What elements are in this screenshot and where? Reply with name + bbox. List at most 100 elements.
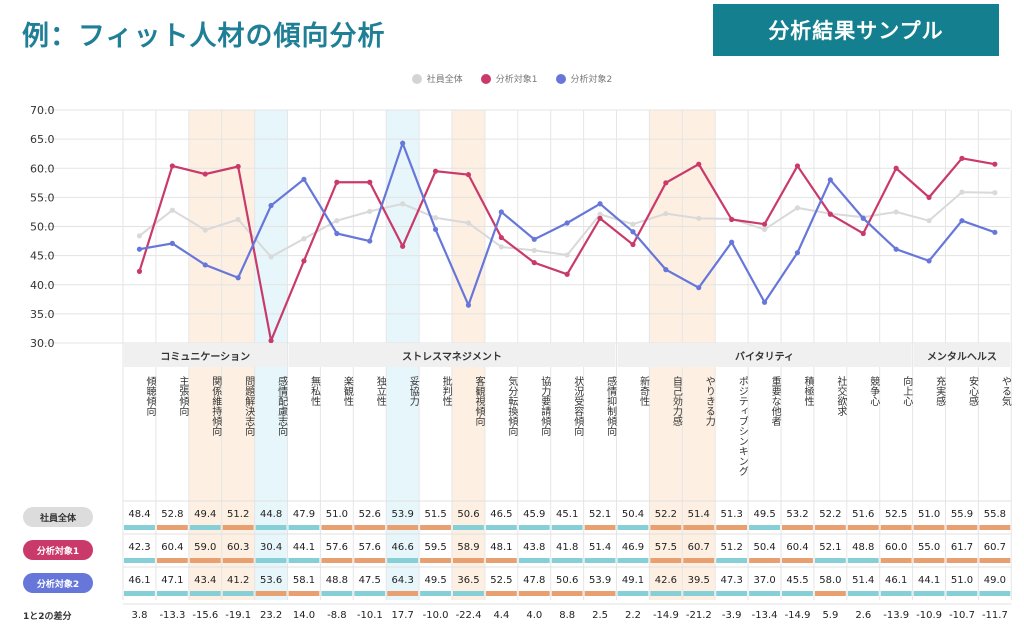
table-cell: 46.6 bbox=[391, 542, 414, 553]
table-cell: 57.5 bbox=[654, 542, 678, 553]
table-cell: 60.3 bbox=[227, 542, 250, 553]
data-point bbox=[465, 220, 472, 226]
table-cell: 52.2 bbox=[654, 509, 678, 520]
table-cell: 37.0 bbox=[753, 575, 776, 586]
x-category-label: やる気 bbox=[999, 376, 1011, 406]
sample-badge: 分析結果サンプル bbox=[713, 4, 999, 56]
indicator-bar bbox=[913, 525, 945, 530]
table-cell: 55.9 bbox=[950, 509, 974, 520]
indicator-bar bbox=[518, 558, 550, 563]
row-label-0: 社員全体 bbox=[23, 507, 93, 527]
group-header-bg bbox=[617, 343, 912, 367]
diff-cell: -13.4 bbox=[751, 610, 778, 621]
indicator-bar bbox=[650, 525, 682, 530]
indicator-bar bbox=[880, 525, 912, 530]
indicator-bar bbox=[782, 558, 813, 563]
table-cell: 52.1 bbox=[588, 509, 612, 520]
data-point bbox=[235, 163, 241, 170]
data-point bbox=[400, 243, 406, 249]
diff-cell: -13.9 bbox=[883, 610, 910, 621]
indicator-bar bbox=[189, 525, 221, 530]
legend-item[interactable]: 分析対象1 bbox=[480, 72, 538, 85]
indicator-bar bbox=[156, 525, 188, 530]
data-point bbox=[301, 176, 307, 182]
indicator-bar bbox=[453, 525, 484, 530]
diff-cell: -10.0 bbox=[422, 610, 449, 621]
x-category-label: やりきる力 bbox=[703, 376, 715, 426]
indicator-bar bbox=[518, 525, 550, 530]
table-cell: 42.6 bbox=[654, 575, 678, 586]
table-cell: 41.8 bbox=[556, 542, 579, 553]
table-cell: 49.4 bbox=[194, 509, 217, 520]
indicator-bar bbox=[946, 525, 978, 530]
x-category-label: 主張傾向 bbox=[176, 376, 188, 416]
diff-cell: -10.9 bbox=[916, 610, 943, 621]
x-category-label: 関係維持傾向 bbox=[209, 376, 221, 436]
indicator-bar bbox=[420, 525, 451, 530]
data-point bbox=[926, 194, 932, 200]
data-point bbox=[498, 234, 504, 241]
table-cell: 46.5 bbox=[490, 509, 513, 520]
data-point bbox=[169, 207, 175, 213]
diff-cell: -10.7 bbox=[949, 610, 975, 621]
diff-cell: 2.5 bbox=[592, 610, 609, 621]
x-category-label: 感情配慮志向 bbox=[275, 376, 287, 436]
data-point bbox=[926, 258, 932, 264]
x-category-label: 妥協力 bbox=[407, 376, 419, 406]
indicator-bar bbox=[946, 558, 978, 563]
data-point bbox=[992, 229, 998, 235]
indicator-bar bbox=[124, 558, 155, 563]
table-cell: 61.7 bbox=[950, 542, 974, 553]
table-cell: 51.0 bbox=[325, 509, 349, 520]
indicator-bar bbox=[946, 591, 978, 596]
table-cell: 53.9 bbox=[391, 509, 414, 520]
indicator-bar bbox=[189, 591, 221, 596]
data-point bbox=[597, 201, 603, 207]
data-point bbox=[432, 168, 439, 174]
table-cell: 45.9 bbox=[523, 509, 546, 520]
indicator-bar bbox=[189, 558, 221, 563]
table-cell: 45.1 bbox=[556, 509, 579, 520]
diff-cell: 5.9 bbox=[822, 610, 839, 621]
diff-cell: -3.9 bbox=[721, 610, 742, 621]
data-point bbox=[564, 252, 570, 258]
table-cell: 53.6 bbox=[259, 575, 283, 586]
data-point bbox=[498, 209, 504, 215]
indicator-bar bbox=[387, 591, 419, 596]
x-category-label: 感情抑制傾向 bbox=[604, 376, 616, 436]
indicator-bar bbox=[880, 591, 912, 596]
diff-cell: 4.0 bbox=[526, 610, 543, 621]
table-cell: 43.4 bbox=[194, 575, 217, 586]
indicator-bar bbox=[650, 558, 682, 563]
group-header: メンタルヘルス bbox=[926, 351, 997, 363]
y-tick-label: 30.0 bbox=[30, 337, 55, 350]
legend-item[interactable]: 分析対象2 bbox=[555, 72, 612, 85]
data-point bbox=[531, 236, 537, 242]
x-category-label: 批判性 bbox=[440, 376, 452, 406]
indicator-bar bbox=[979, 558, 1011, 563]
indicator-bar bbox=[387, 558, 419, 563]
table-cell: 46.9 bbox=[621, 542, 645, 553]
data-point bbox=[465, 302, 472, 308]
indicator-bar bbox=[551, 591, 583, 596]
legend-item[interactable]: 社員全体 bbox=[411, 72, 463, 85]
indicator-bar bbox=[979, 525, 1011, 530]
diff-cell: -8.8 bbox=[327, 610, 347, 621]
indicator-bar bbox=[814, 591, 846, 596]
indicator-bar bbox=[222, 558, 254, 563]
table-cell: 64.3 bbox=[391, 575, 414, 586]
data-point bbox=[761, 226, 768, 233]
data-point bbox=[564, 271, 570, 277]
indicator-bar bbox=[255, 558, 287, 563]
data-point bbox=[367, 208, 373, 214]
data-point bbox=[893, 209, 899, 215]
indicator-bar bbox=[716, 525, 748, 530]
row-label-2: 分析対象2 bbox=[23, 573, 93, 593]
indicator-bar bbox=[880, 558, 912, 563]
table-cell: 58.0 bbox=[819, 575, 842, 586]
x-category-label: 自己効力感 bbox=[670, 376, 682, 426]
table-cell: 49.0 bbox=[983, 575, 1007, 586]
data-point bbox=[268, 338, 274, 344]
table-cell: 47.8 bbox=[523, 575, 546, 586]
table-cell: 30.4 bbox=[259, 542, 283, 553]
